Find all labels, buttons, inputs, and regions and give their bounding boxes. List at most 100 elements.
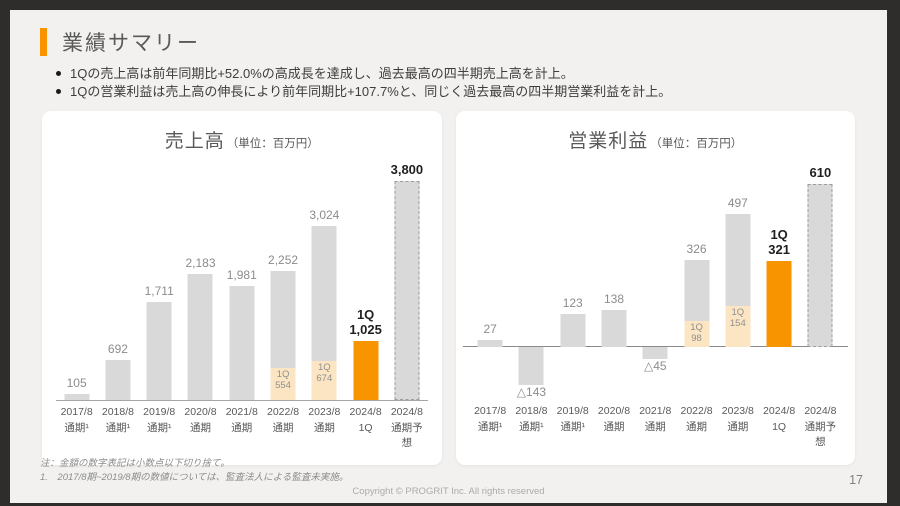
bar-value-label: 27: [483, 321, 497, 336]
x-axis-labels: 2017/8 通期¹ 2018/8 通期¹ 2019/8 通期¹ 2020/8 通期 2021/…: [56, 405, 428, 452]
bar-column: 692: [97, 156, 138, 400]
bar-forecast: [394, 180, 420, 400]
bar-1q-highlight: [353, 340, 379, 400]
bar-value-label: 610: [809, 164, 832, 180]
bar: [601, 309, 627, 347]
bar-column: 1Q 674 3,024: [304, 156, 345, 400]
x-axis-label: 2020/8 通期: [597, 404, 631, 433]
chart-unit-label: （単位：百万円）: [650, 137, 743, 150]
page-number: 17: [849, 473, 863, 487]
bar-value-label: △45: [643, 358, 667, 373]
x-axis-label: 2020/8 通期: [184, 405, 217, 434]
copyright-text: Copyright © PROGRIT Inc. All rights rese…: [352, 486, 545, 497]
sales-chart-card: 売上高 （単位：百万円） 105 692 1,711 2,183 1,981 1Q 554 2,2…: [42, 110, 442, 465]
q1-segment-label: 1Q 154: [729, 306, 746, 329]
profit-chart-card: 営業利益 （単位：百万円） 27 △143 123 138 △45 1Q 98 326 1Q 154 4…: [455, 110, 856, 465]
bullet-item: 1Qの営業利益は売上高の伸長により前年同期比+107.7%と、同じく過去最高の四…: [56, 84, 887, 101]
bar-column: 27: [470, 156, 511, 400]
bar-value-label: 1Q 1,025: [349, 306, 382, 337]
bar: 1Q 554: [270, 270, 296, 400]
bar-value-label: 497: [727, 195, 748, 210]
header: 業績サマリー: [10, 10, 887, 57]
bar-value-label: 2,252: [268, 252, 299, 267]
bar: [64, 393, 90, 400]
bar: [518, 346, 544, 385]
bar-value-label: 3,024: [309, 207, 340, 222]
chart-unit-label: （単位：百万円）: [226, 137, 319, 150]
chart-title: 売上高: [164, 130, 225, 152]
bar: [642, 346, 668, 359]
chart-title-row: 売上高 （単位：百万円）: [42, 111, 442, 156]
x-axis-label: 2024/8 1Q: [349, 405, 382, 434]
q1-segment: 1Q 674: [311, 360, 337, 400]
bar-column: 1,711: [139, 156, 180, 400]
bar-value-label: 326: [686, 241, 707, 256]
x-axis-labels: 2017/8 通期¹ 2018/8 通期¹ 2019/8 通期¹ 2020/8 通期 2021/…: [470, 404, 842, 451]
footnote-line: 注：金額の数字表記は小数点以下切り捨て。: [40, 458, 230, 470]
x-axis-label: 2024/8 通期予想: [804, 404, 837, 449]
bar-column: 610: [800, 156, 841, 400]
x-axis-label: 2018/8 通期¹: [515, 404, 548, 433]
bar-column: 1Q 321: [758, 156, 799, 400]
chart-plot-area: 105 692 1,711 2,183 1,981 1Q 554 2,252 1Q 674 3,02…: [56, 156, 428, 401]
bar: [146, 301, 172, 400]
bar-value-label: 692: [107, 341, 128, 356]
x-axis-label: 2019/8 通期¹: [143, 405, 176, 434]
q1-segment-label: 1Q 554: [275, 368, 291, 391]
bar-value-label: 138: [603, 291, 624, 306]
bar-value-label: 105: [66, 375, 87, 390]
x-axis-label: 2017/8 通期¹: [60, 405, 93, 434]
bar: 1Q 674: [311, 225, 337, 400]
charts-row: 売上高 （単位：百万円） 105 692 1,711 2,183 1,981 1Q 554 2,2…: [42, 110, 856, 465]
title-accent-bar: [40, 28, 47, 56]
q1-segment: 1Q 554: [270, 367, 296, 400]
bar-column: 2,183: [180, 156, 221, 400]
bar-column: △45: [635, 156, 676, 400]
footnote-line: 1. 2017/8期~2019/8期の数値については、監査法人による監査未実施。: [40, 471, 349, 483]
zero-axis-line: [462, 345, 848, 347]
x-axis-label: 2023/8 通期: [308, 405, 341, 434]
bar-value-label: △143: [516, 384, 547, 399]
chart-plot-area: 27 △143 123 138 △45 1Q 98 326 1Q 154 497 1Q 321 610: [462, 156, 848, 400]
bullet-item: 1Qの売上高は前年同期比+52.0%の高成長を達成し、過去最高の四半期売上高を計…: [56, 66, 887, 83]
bar: [560, 313, 586, 347]
x-axis-label: 2024/8 通期予想: [390, 405, 423, 450]
x-axis-label: 2021/8 通期: [225, 405, 258, 434]
footnotes: 注：金額の数字表記は小数点以下切り捨て。 1. 2017/8期~2019/8期の…: [40, 457, 348, 484]
x-axis-label: 2022/8 通期: [680, 404, 713, 433]
bar-column: 1Q 1,025: [345, 156, 386, 400]
bar-value-label: 1Q 321: [768, 226, 790, 257]
bar: [229, 285, 255, 400]
bar-value-label: 1,711: [144, 283, 174, 298]
bar-value-label: 2,183: [185, 255, 216, 270]
bar-1q-highlight: [766, 260, 792, 347]
x-axis-label: 2017/8 通期¹: [474, 404, 507, 433]
bar-value-label: 3,800: [390, 161, 424, 177]
x-axis-label: 2021/8 通期: [639, 404, 672, 433]
bar-column: 105: [56, 156, 97, 400]
chart-title-row: 営業利益 （単位：百万円）: [456, 111, 856, 156]
x-axis-label: 2024/8 1Q: [763, 404, 796, 433]
summary-bullets: 1Qの売上高は前年同期比+52.0%の高成長を達成し、過去最高の四半期売上高を計…: [56, 66, 887, 101]
bar: [477, 339, 503, 347]
bar-column: 123: [552, 156, 593, 400]
bar-column: 1Q 98 326: [676, 156, 717, 400]
q1-segment-label: 1Q 98: [690, 321, 703, 344]
bar: 1Q 154: [725, 213, 751, 347]
bar-value-label: 1,981: [226, 267, 257, 282]
x-axis-label: 2018/8 通期¹: [101, 405, 134, 434]
bar-column: 1Q 154 497: [717, 156, 758, 400]
bar-column: 3,800: [386, 156, 427, 400]
q1-segment: 1Q 154: [725, 305, 751, 347]
x-axis-label: 2019/8 通期¹: [556, 404, 589, 433]
bar: 1Q 98: [684, 259, 710, 347]
q1-segment: 1Q 98: [684, 320, 710, 347]
bar-forecast: [807, 183, 833, 347]
slide: 業績サマリー 1Qの売上高は前年同期比+52.0%の高成長を達成し、過去最高の四…: [10, 10, 887, 503]
bar: [105, 359, 131, 400]
page-title: 業績サマリー: [62, 32, 200, 55]
bar: [187, 273, 213, 400]
q1-segment-label: 1Q 674: [316, 361, 333, 384]
x-axis-label: 2022/8 通期: [266, 405, 300, 434]
